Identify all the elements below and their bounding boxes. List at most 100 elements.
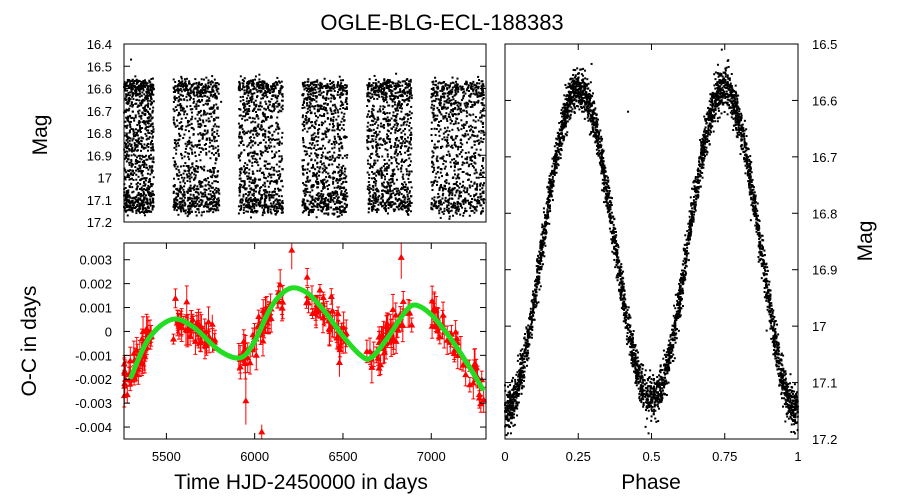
light-curve-point — [243, 149, 246, 152]
light-curve-point — [137, 154, 140, 157]
light-curve-point — [143, 82, 146, 85]
light-curve-point — [264, 167, 267, 170]
light-curve-point — [204, 177, 207, 180]
light-curve-point — [136, 134, 139, 137]
light-curve-point — [308, 87, 311, 90]
light-curve-point — [371, 95, 374, 98]
light-curve-point — [130, 84, 133, 87]
light-curve-point — [205, 132, 208, 135]
light-curve-point — [137, 89, 140, 92]
light-curve-point — [208, 107, 211, 110]
light-curve-point — [196, 93, 199, 96]
light-curve-point — [211, 85, 214, 88]
light-curve-point — [214, 136, 217, 139]
light-curve-point — [443, 184, 446, 187]
light-curve-point — [152, 201, 155, 204]
light-curve-point — [135, 86, 138, 89]
light-curve-point — [178, 189, 181, 192]
light-curve-point — [126, 174, 129, 177]
light-curve-point — [194, 87, 197, 90]
light-curve-point — [329, 108, 332, 111]
light-curve-point — [176, 119, 179, 122]
light-curve-point — [376, 152, 379, 155]
light-curve-point — [263, 82, 266, 85]
light-curve-point — [133, 117, 136, 120]
light-curve-point — [432, 166, 435, 169]
light-curve-point — [173, 198, 176, 201]
light-curve-point — [183, 89, 186, 92]
light-curve-point — [237, 122, 240, 125]
light-curve-point — [386, 116, 389, 119]
light-curve-point — [247, 175, 250, 178]
light-curve-point — [278, 89, 281, 92]
light-curve-point — [338, 205, 341, 208]
light-curve-point — [317, 105, 320, 108]
light-curve-point — [319, 114, 322, 117]
light-curve-point — [382, 105, 385, 108]
light-curve-point — [260, 186, 263, 189]
light-curve-point — [275, 83, 278, 86]
light-curve-point — [405, 168, 408, 171]
light-curve-point — [273, 105, 276, 108]
light-curve-point — [256, 169, 259, 172]
light-curve-point — [373, 172, 376, 175]
light-curve-point — [149, 166, 152, 169]
light-curve-point — [372, 140, 375, 143]
light-curve-point — [432, 86, 435, 89]
light-curve-point — [324, 97, 327, 100]
light-curve-point — [151, 208, 154, 211]
light-curve-point — [279, 204, 282, 207]
light-curve-point — [192, 97, 195, 100]
light-curve-point — [186, 190, 189, 193]
light-curve-point — [187, 155, 190, 158]
light-curve-point — [280, 110, 283, 113]
light-curve-point — [126, 158, 129, 161]
light-curve-point — [125, 94, 128, 97]
light-curve-point — [212, 90, 215, 93]
light-curve-point — [213, 109, 216, 112]
light-curve-point — [242, 110, 245, 113]
light-curve-point — [367, 121, 370, 124]
light-curve-point — [182, 172, 185, 175]
light-curve-point — [210, 195, 213, 198]
light-curve-point — [140, 210, 143, 213]
light-curve-point — [463, 94, 466, 97]
light-curve-point — [392, 111, 395, 114]
light-curve-point — [311, 89, 314, 92]
light-curve-point — [210, 207, 213, 210]
light-curve-point — [478, 82, 481, 85]
light-curve-point — [238, 187, 241, 190]
light-curve-point — [277, 189, 280, 192]
light-curve-point — [332, 126, 335, 129]
light-curve-point — [465, 158, 468, 161]
light-curve-point — [208, 184, 211, 187]
light-curve-point — [310, 138, 313, 141]
light-curve-point — [151, 111, 154, 114]
light-curve-point — [145, 144, 148, 147]
light-curve-point — [124, 187, 127, 190]
light-curve-point — [245, 187, 248, 190]
light-curve-point — [255, 103, 258, 106]
light-curve-point — [188, 120, 191, 123]
light-curve-point — [439, 171, 442, 174]
light-curve-point — [470, 84, 473, 87]
light-curve-point — [129, 173, 132, 176]
light-curve-point — [405, 205, 408, 208]
light-curve-point — [137, 121, 140, 124]
light-curve-point — [192, 145, 195, 148]
light-curve-point — [444, 199, 447, 202]
light-curve-point — [281, 185, 284, 188]
light-curve-point — [450, 209, 453, 212]
light-curve-point — [213, 192, 216, 195]
light-curve-point — [372, 134, 375, 137]
light-curve-point — [469, 87, 472, 90]
light-curve-point — [147, 105, 150, 108]
light-curve-point — [140, 114, 143, 117]
light-curve-point — [342, 177, 345, 180]
light-curve-point — [316, 206, 319, 209]
light-curve-point — [368, 186, 371, 189]
light-curve-point — [433, 104, 436, 107]
light-curve-point — [267, 144, 270, 147]
light-curve-point — [125, 202, 128, 205]
light-curve-point — [406, 114, 409, 117]
